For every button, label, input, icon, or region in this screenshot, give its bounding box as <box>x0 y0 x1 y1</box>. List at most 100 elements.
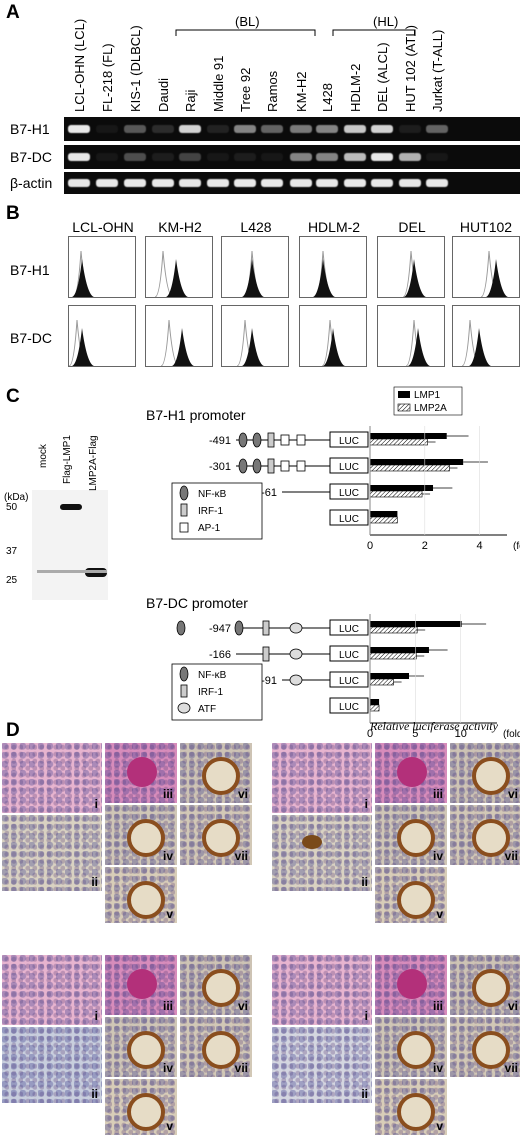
blot-unit: (kDa) <box>4 492 29 503</box>
stained-cell <box>472 969 510 1007</box>
histology-tile-label: vii <box>234 1061 248 1075</box>
stained-cell <box>397 819 435 857</box>
luc-box <box>329 457 369 474</box>
gel-band <box>234 153 256 161</box>
bar-lmp1 <box>370 485 434 491</box>
histology-tile-label: v <box>436 1119 443 1133</box>
flow-histogram <box>145 236 213 298</box>
gel-band <box>207 153 229 161</box>
gel-band <box>290 153 312 161</box>
legend-nfkb-icon <box>179 666 189 682</box>
flow-cell-4: DEL <box>398 219 426 235</box>
gel-band <box>152 153 174 161</box>
nfkb-site-icon <box>252 458 262 474</box>
western-blot <box>32 490 108 600</box>
flow-histogram <box>452 236 520 298</box>
bar-lmp2a <box>369 464 450 472</box>
histology-tile: i <box>272 955 372 1025</box>
gel-band <box>96 125 118 133</box>
luciferase-axis-caption: Relative luciferase activity <box>370 719 498 733</box>
legend-label-lmp1: LMP1 <box>414 390 441 401</box>
legend-label-lmp2a: LMP2A <box>414 403 447 414</box>
histology-tile: v <box>375 867 447 923</box>
bar-lmp2a <box>369 490 423 498</box>
histology-tile: vii <box>450 1017 520 1077</box>
luc-box <box>329 509 369 526</box>
blot-band-faint <box>37 570 107 573</box>
stained-cell <box>202 969 240 1007</box>
construct-label: -61 <box>261 487 277 499</box>
tick-label: 2 <box>422 540 428 552</box>
legend-swatch-lmp2a <box>397 403 411 412</box>
blot-marker-37: 37 <box>6 546 18 557</box>
gel-band <box>426 179 448 187</box>
flow-cell-1: KM-H2 <box>158 219 202 235</box>
luc-label: LUC <box>339 650 359 661</box>
atf-site-icon <box>289 674 303 686</box>
gel-row-label-actin: β-actin <box>10 175 53 191</box>
gel-band <box>316 153 338 161</box>
flow-histogram <box>452 305 520 367</box>
stained-cell <box>127 1093 165 1131</box>
flow-cell-2: L428 <box>240 219 272 235</box>
histology-tile: ii <box>272 815 372 891</box>
group-brackets <box>175 29 416 36</box>
stained-cell <box>202 1031 240 1069</box>
panel-label-d: D <box>6 720 20 741</box>
gel-band <box>124 179 146 187</box>
histology-tile-label: i <box>94 1009 98 1023</box>
gel-band <box>371 179 393 187</box>
histology-tile-label: vi <box>237 999 248 1013</box>
gel-actin <box>64 172 520 194</box>
gel-band <box>96 179 118 187</box>
histology-tile: ii <box>2 1027 102 1103</box>
legend-box <box>393 386 463 416</box>
gel-band <box>152 125 174 133</box>
flow-histogram <box>221 236 289 298</box>
stained-cell <box>397 1093 435 1131</box>
gel-band <box>96 153 118 161</box>
histology-tile: i <box>272 743 372 813</box>
flow-histogram <box>145 305 213 367</box>
histology-tile-label: i <box>364 797 368 811</box>
histology-tile-label: iii <box>432 999 443 1013</box>
bar-lmp2a <box>369 704 380 712</box>
histology-tile-label: vii <box>504 849 518 863</box>
stained-cell <box>397 1031 435 1069</box>
stained-cell <box>202 819 240 857</box>
hl-group-label: (HL) <box>373 14 399 29</box>
construct-label: -491 <box>209 435 231 447</box>
legend-label: ATF <box>198 704 216 715</box>
stained-cell <box>127 969 157 999</box>
legend-ap1-icon <box>179 522 189 533</box>
histology-tile-label: vii <box>504 1061 518 1075</box>
histology-tile-label: v <box>166 907 173 921</box>
bl-group-label: (BL) <box>235 14 260 29</box>
histology-tile: iv <box>105 1017 177 1077</box>
bar-lmp2a <box>369 626 418 634</box>
bar-lmp1 <box>370 459 464 465</box>
luc-box <box>329 645 369 662</box>
histology-tile: vii <box>180 805 252 865</box>
flow-histogram <box>377 236 445 298</box>
stained-cell <box>127 819 165 857</box>
bar-lmp1 <box>370 699 380 705</box>
atf-site-icon <box>289 622 303 634</box>
histology-tile-label: vi <box>507 787 518 801</box>
legend-label: NF-κB <box>198 670 227 681</box>
stained-cell <box>127 1031 165 1069</box>
flow-histogram <box>68 305 136 367</box>
gel-band <box>316 125 338 133</box>
histology-tile: iv <box>375 805 447 865</box>
gel-band <box>179 125 201 133</box>
histology-tile-label: iv <box>162 1061 173 1075</box>
histology-tile-label: v <box>436 907 443 921</box>
histology-tile: vii <box>450 805 520 865</box>
histology-tile-label: iv <box>432 1061 443 1075</box>
luc-label: LUC <box>339 702 359 713</box>
histology-tile: i <box>2 955 102 1025</box>
legend-irf1-icon <box>180 503 188 517</box>
histology-tile-label: vi <box>507 999 518 1013</box>
legend-nfkb-icon <box>179 485 189 501</box>
luc-label: LUC <box>339 462 359 473</box>
